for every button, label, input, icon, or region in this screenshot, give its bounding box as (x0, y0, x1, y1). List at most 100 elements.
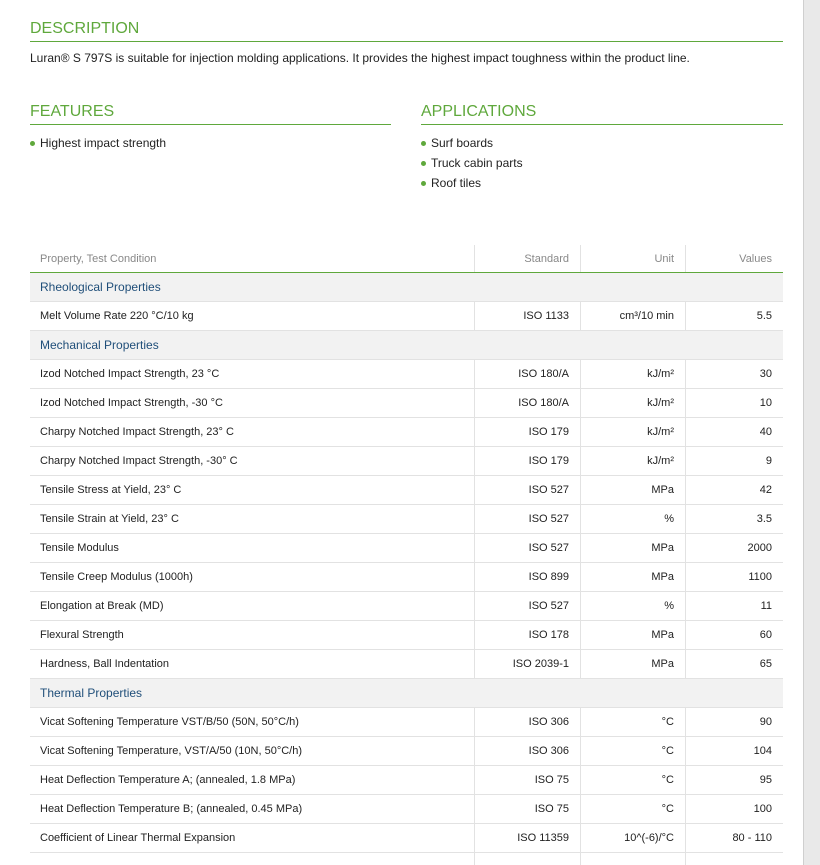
table-cell (580, 853, 685, 865)
table-cell: Hardness, Ball Indentation (40, 658, 170, 670)
table-cell: MPa (580, 534, 685, 562)
section-title: Mechanical Properties (40, 338, 159, 352)
table-cell: °C (580, 737, 685, 765)
table-cell: Elongation at Break (MD) (40, 600, 164, 612)
table-cell: °C (580, 766, 685, 794)
table-cell: ISO 179 (474, 418, 580, 446)
table-row: Izod Notched Impact Strength, 23 °C ISO 1… (30, 360, 783, 389)
table-cell: Tensile Modulus (40, 542, 119, 554)
table-cell: ISO 899 (474, 563, 580, 591)
table-cell: Heat Deflection Temperature A; (annealed… (40, 774, 296, 786)
table-cell: 2000 (685, 534, 783, 562)
features-title: FEATURES (30, 103, 391, 125)
table-cell: ISO 180/A (474, 360, 580, 388)
table-cell: 5.5 (685, 302, 783, 330)
table-row: Charpy Notched Impact Strength, 23° C ISO… (30, 418, 783, 447)
table-cell: MPa (580, 563, 685, 591)
table-cell: Coefficient of Linear Thermal Expansion (40, 832, 236, 844)
table-cell: 104 (685, 737, 783, 765)
table-cell: ISO 75 (474, 795, 580, 823)
applications-list: Surf boards Truck cabin parts Roof tiles (421, 135, 523, 195)
table-cell: ISO 527 (474, 476, 580, 504)
table-cell (474, 853, 580, 865)
table-cell (685, 853, 783, 865)
table-row: Tensile Strain at Yield, 23° C ISO 527% 3.… (30, 505, 783, 534)
table-cell: ISO 178 (474, 621, 580, 649)
table-cell: % (580, 592, 685, 620)
list-item: Surf boards (421, 135, 523, 155)
list-item: Highest impact strength (30, 135, 166, 155)
table-cell (30, 853, 474, 865)
table-cell: kJ/m² (580, 360, 685, 388)
table-cell: kJ/m² (580, 418, 685, 446)
section-row: Rheological Properties (30, 273, 783, 302)
section-row: Thermal Properties (30, 679, 783, 708)
table-cell: Flexural Strength (40, 629, 124, 641)
table-cell: Melt Volume Rate 220 °C/10 kg (40, 310, 194, 322)
table-cell: Tensile Strain at Yield, 23° C (40, 513, 179, 525)
table-row: Vicat Softening Temperature VST/B/50 (50… (30, 708, 783, 737)
table-cell: Tensile Stress at Yield, 23° C (40, 484, 182, 496)
table-cell: 1100 (685, 563, 783, 591)
table-row: Flexural Strength ISO 178 MPa 60 (30, 621, 783, 650)
table-cell: 40 (685, 418, 783, 446)
table-cell: ISO 527 (474, 534, 580, 562)
list-item: Roof tiles (421, 175, 523, 195)
table-cell: 42 (685, 476, 783, 504)
table-row: Tensile Stress at Yield, 23° C ISO 527 MPa… (30, 476, 783, 505)
table-row: Melt Volume Rate 220 °C/10 kg ISO 1133 cm³… (30, 302, 783, 331)
table-cell: °C (580, 795, 685, 823)
table-cell: 9 (685, 447, 783, 475)
table-cell: MPa (580, 476, 685, 504)
table-row: Heat Deflection Temperature B; (annealed… (30, 795, 783, 824)
table-cell: 80 - 110 (685, 824, 783, 852)
table-cell: ISO 306 (474, 708, 580, 736)
table-cell: Tensile Creep Modulus (1000h) (40, 571, 193, 583)
table-cell: 10 (685, 389, 783, 417)
table-row: Izod Notched Impact Strength, -30 °C ISO … (30, 389, 783, 418)
table-cell: Izod Notched Impact Strength, -30 °C (40, 397, 223, 409)
table-cell: Charpy Notched Impact Strength, -30° C (40, 455, 238, 467)
table-row: Charpy Notched Impact Strength, -30° C IS… (30, 447, 783, 476)
table-cell: % (580, 505, 685, 533)
table-cell: kJ/m² (580, 447, 685, 475)
table-cell: kJ/m² (580, 389, 685, 417)
description-text: Luran® S 797S is suitable for injection … (30, 51, 690, 65)
table-cell: ISO 2039-1 (474, 650, 580, 678)
applications-title: APPLICATIONS (421, 103, 783, 125)
description-title: DESCRIPTION (30, 20, 783, 42)
header-cell: Values (685, 245, 783, 272)
table-cell: MPa (580, 650, 685, 678)
table-cell: ISO 1133 (474, 302, 580, 330)
table-cell: 95 (685, 766, 783, 794)
table-cell: Izod Notched Impact Strength, 23 °C (40, 368, 220, 380)
table-row: Vicat Softening Temperature, VST/A/50 (1… (30, 737, 783, 766)
table-row: Tensile Creep Modulus (1000h) ISO 899 MPa 1… (30, 563, 783, 592)
table-cell: Heat Deflection Temperature B; (annealed… (40, 803, 303, 815)
table-cell: 30 (685, 360, 783, 388)
table-cell: 60 (685, 621, 783, 649)
table-cell: 90 (685, 708, 783, 736)
table-cell: ISO 527 (474, 505, 580, 533)
table-cell: ISO 180/A (474, 389, 580, 417)
features-list: Highest impact strength (30, 135, 166, 155)
table-row: Tensile Modulus ISO 527 MPa 2000 (30, 534, 783, 563)
table-cell: 3.5 (685, 505, 783, 533)
section-title: Thermal Properties (40, 686, 143, 700)
section-title: Rheological Properties (40, 280, 161, 294)
table-cell: MPa (580, 621, 685, 649)
table-cell: 65 (685, 650, 783, 678)
table-cell: Vicat Softening Temperature VST/B/50 (50… (40, 716, 299, 728)
table-cell: ISO 306 (474, 737, 580, 765)
table-cell: ISO 11359 (474, 824, 580, 852)
header-cell: Unit (580, 245, 685, 272)
table-row: Heat Deflection Temperature A; (annealed… (30, 766, 783, 795)
table-row: Coefficient of Linear Thermal Expansion I… (30, 824, 783, 853)
section-row: Mechanical Properties (30, 331, 783, 360)
list-item: Truck cabin parts (421, 155, 523, 175)
table-cell: °C (580, 708, 685, 736)
table-row: Elongation at Break (MD) ISO 527% 11 (30, 592, 783, 621)
table-header: Property, Test Condition Standard Unit Valu… (30, 245, 783, 273)
